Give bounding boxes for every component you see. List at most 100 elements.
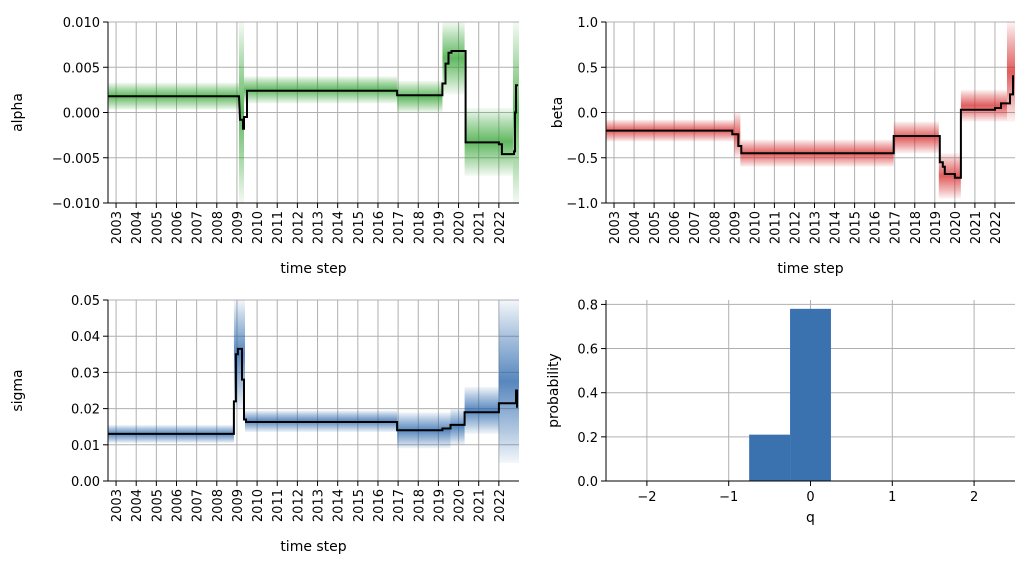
y-tick-label: −0.005 xyxy=(52,152,100,167)
uncertainty-band xyxy=(450,408,465,445)
y-tick-label: 1.0 xyxy=(577,16,598,31)
x-tick-label: 2015 xyxy=(849,211,864,244)
x-tick-label: −2 xyxy=(637,490,656,505)
y-axis-label: sigma xyxy=(10,369,26,411)
x-tick-label: 2022 xyxy=(493,489,508,522)
x-tick-label: 2016 xyxy=(372,489,387,522)
x-tick-label: 2010 xyxy=(748,211,763,244)
y-tick-label: −0.5 xyxy=(566,152,598,167)
x-tick-label: 2004 xyxy=(130,489,145,522)
x-tick-label: 2009 xyxy=(231,489,246,522)
x-tick-label: 2014 xyxy=(332,211,347,244)
x-tick-label: 2012 xyxy=(291,211,306,244)
x-tick-label: 2017 xyxy=(392,211,407,244)
y-tick-label: 0.0 xyxy=(577,475,598,490)
y-tick-label: −0.010 xyxy=(52,197,100,212)
plot-area xyxy=(606,22,1015,199)
x-tick-label: 2021 xyxy=(473,489,488,522)
uncertainty-band xyxy=(938,153,961,199)
y-tick-label: 0.4 xyxy=(577,387,598,402)
x-tick-label: 2007 xyxy=(191,489,206,522)
x-tick-label: 0 xyxy=(806,490,814,505)
uncertainty-band xyxy=(464,386,499,434)
x-tick-label: 2006 xyxy=(171,211,186,244)
x-tick-label: 2 xyxy=(970,490,978,505)
x-tick-label: 2011 xyxy=(768,211,783,244)
x-tick-label: 2009 xyxy=(728,211,743,244)
uncertainty-band xyxy=(442,22,465,95)
x-tick-label: 2018 xyxy=(412,489,427,522)
plot-area xyxy=(749,308,831,481)
x-tick-label: 2005 xyxy=(648,211,663,244)
y-axis-label: beta xyxy=(550,97,566,129)
x-tick-label: 2011 xyxy=(271,211,286,244)
x-tick-label: 2018 xyxy=(909,211,924,244)
mean-line xyxy=(108,50,518,156)
y-tick-label: 0.0 xyxy=(577,107,598,122)
x-tick-label: 2007 xyxy=(688,211,703,244)
y-tick-label: 0.03 xyxy=(71,366,100,381)
x-tick-label: 2006 xyxy=(171,489,186,522)
y-tick-label: −1.0 xyxy=(566,197,598,212)
y-tick-label: 0.02 xyxy=(71,403,100,418)
x-tick-label: 1 xyxy=(888,490,896,505)
uncertainty-band xyxy=(893,121,939,154)
x-tick-label: 2017 xyxy=(392,489,407,522)
uncertainty-band xyxy=(238,22,244,203)
x-tick-label: 2013 xyxy=(809,211,824,244)
x-tick-label: 2022 xyxy=(989,211,1004,244)
x-tick-label: 2020 xyxy=(949,211,964,244)
x-tick-label: 2014 xyxy=(829,211,844,244)
x-tick-label: 2022 xyxy=(493,211,508,244)
x-tick-label: 2016 xyxy=(372,211,387,244)
x-tick-label: 2008 xyxy=(211,211,226,244)
x-tick-label: 2003 xyxy=(110,489,125,522)
x-tick-label: 2013 xyxy=(312,211,327,244)
y-tick-label: 0.8 xyxy=(577,298,598,313)
x-tick-label: 2012 xyxy=(788,211,803,244)
y-tick-label: 0.010 xyxy=(63,16,100,31)
uncertainty-band xyxy=(498,300,519,463)
y-axis-label: alpha xyxy=(10,93,26,132)
x-tick-label: 2009 xyxy=(231,211,246,244)
y-tick-label: 0.2 xyxy=(577,431,598,446)
plot-area xyxy=(108,300,519,463)
x-tick-label: 2003 xyxy=(608,211,623,244)
x-tick-label: 2016 xyxy=(869,211,884,244)
x-tick-label: 2005 xyxy=(150,489,165,522)
y-axis-label: probability xyxy=(546,353,562,428)
x-tick-label: 2020 xyxy=(453,489,468,522)
x-tick-label: 2004 xyxy=(628,211,643,244)
x-tick-label: 2008 xyxy=(211,489,226,522)
beta-panel: −1.0 −0.5 0.0 0.5 1.0 2003 2004 2005 2006 2007 200… xyxy=(550,16,1015,277)
x-tick-label: 2019 xyxy=(432,489,447,522)
y-tick-label: 0.04 xyxy=(71,330,100,345)
x-tick-label: 2020 xyxy=(453,211,468,244)
x-tick-label: 2018 xyxy=(412,211,427,244)
x-axis-label: time step xyxy=(280,539,346,555)
x-axis-label: q xyxy=(806,510,815,526)
y-tick-label: 0.01 xyxy=(71,439,100,454)
histogram-bar xyxy=(749,434,791,481)
mean-line xyxy=(606,75,1014,179)
x-tick-label: 2021 xyxy=(969,211,984,244)
x-tick-label: 2008 xyxy=(708,211,723,244)
alpha-panel: −0.010 −0.005 0.000 0.005 0.010 2003 2004 2005 2… xyxy=(10,16,519,277)
q-histogram-panel: 0.0 0.2 0.4 0.6 0.8 −2 −1 0 1 2 q probability xyxy=(546,298,1015,526)
x-tick-label: 2014 xyxy=(332,489,347,522)
uncertainty-band xyxy=(1006,22,1015,122)
uncertainty-band xyxy=(233,300,245,409)
x-tick-label: 2021 xyxy=(473,211,488,244)
uncertainty-band xyxy=(960,89,1007,122)
x-axis-label: time step xyxy=(280,261,346,277)
y-tick-label: 0.6 xyxy=(577,343,598,358)
x-tick-label: 2005 xyxy=(150,211,165,244)
x-tick-label: −1 xyxy=(719,490,738,505)
x-tick-label: 2007 xyxy=(191,211,206,244)
x-tick-label: 2003 xyxy=(110,211,125,244)
x-tick-label: 2004 xyxy=(130,211,145,244)
x-tick-label: 2019 xyxy=(432,211,447,244)
uncertainty-band xyxy=(397,80,443,113)
y-tick-label: 0.05 xyxy=(71,294,100,309)
